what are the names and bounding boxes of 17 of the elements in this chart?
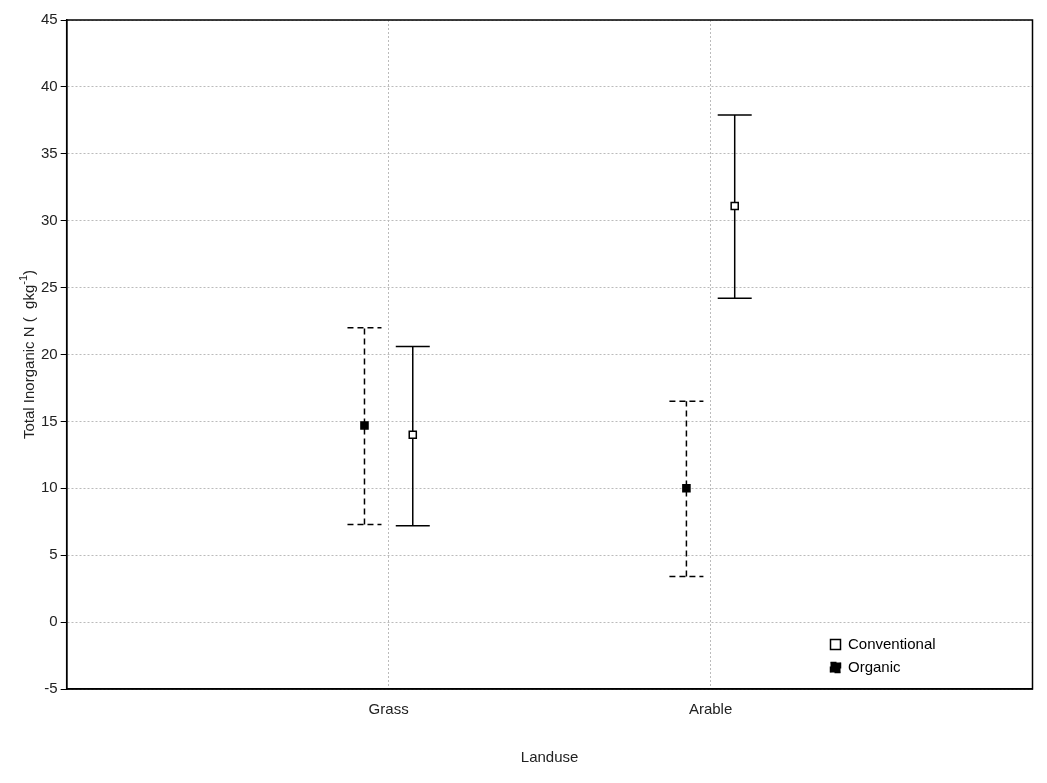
y-tick-label: 15	[41, 411, 58, 429]
x-tick-label: Arable	[688, 700, 733, 718]
y-tick-label: 35	[41, 143, 58, 161]
x-axis-title: Landuse	[520, 748, 579, 766]
y-tick-label: 45	[41, 10, 58, 28]
y-tick-label: -5	[44, 679, 58, 697]
x-tick-label: Grass	[368, 700, 409, 718]
y-tick-label: 5	[49, 545, 58, 563]
y-axis-title: Total Inorganic N ( gkg-1)	[17, 269, 38, 440]
y-tick-label: 0	[49, 612, 58, 630]
legend-label: Conventional	[848, 634, 936, 652]
y-tick-label: 10	[41, 478, 58, 496]
y-tick-label: 20	[41, 344, 58, 362]
y-tick-label: 40	[41, 77, 58, 95]
y-tick-label: 30	[41, 210, 58, 228]
y-tick-label: 25	[41, 277, 58, 295]
legend-label: Organic	[848, 657, 902, 675]
